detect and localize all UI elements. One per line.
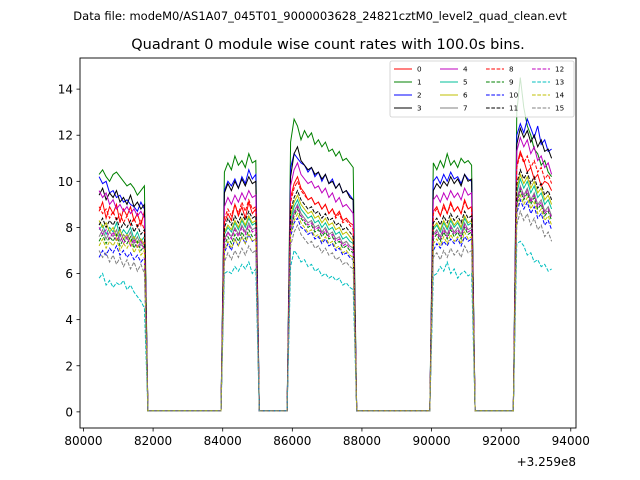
legend-label-2: 2 bbox=[417, 91, 422, 100]
x-axis-offset-label: +3.259e8 bbox=[517, 455, 576, 469]
legend-label-1: 1 bbox=[417, 78, 422, 87]
y-tick-label: 14 bbox=[58, 83, 73, 97]
series-line-8 bbox=[98, 152, 553, 412]
legend-label-10: 10 bbox=[509, 91, 519, 100]
axes-frame bbox=[79, 57, 577, 429]
legend-label-13: 13 bbox=[555, 78, 564, 87]
x-tick-label: 82000 bbox=[134, 434, 172, 448]
legend-label-9: 9 bbox=[509, 78, 514, 87]
x-tick-label: 88000 bbox=[343, 434, 381, 448]
chart-title: Quadrant 0 module wise count rates with … bbox=[131, 37, 525, 53]
series-line-10 bbox=[98, 198, 553, 412]
legend-label-11: 11 bbox=[509, 104, 518, 113]
legend-label-4: 4 bbox=[463, 65, 468, 74]
y-tick-label: 0 bbox=[65, 405, 73, 419]
legend-label-5: 5 bbox=[463, 78, 468, 87]
legend-label-14: 14 bbox=[555, 91, 565, 100]
y-tick-label: 8 bbox=[65, 221, 73, 235]
series-line-6 bbox=[98, 172, 553, 412]
series-line-3 bbox=[98, 126, 553, 412]
legend-label-3: 3 bbox=[417, 104, 422, 113]
y-axis: 0 2 4 6 8 10 12 14 bbox=[58, 83, 80, 419]
series-line-12 bbox=[98, 186, 553, 412]
legend-label-8: 8 bbox=[509, 65, 514, 74]
y-tick-label: 10 bbox=[58, 175, 73, 189]
series-line-4 bbox=[98, 135, 553, 412]
figure-suptitle: Data file: modeM0/AS1A07_045T01_90000036… bbox=[73, 9, 567, 23]
legend-label-12: 12 bbox=[555, 65, 564, 74]
series-line-0 bbox=[98, 149, 553, 412]
series-line-7 bbox=[98, 184, 553, 412]
series-line-2 bbox=[98, 117, 552, 412]
y-tick-label: 6 bbox=[65, 267, 73, 281]
x-tick-label: 80000 bbox=[64, 434, 102, 448]
x-tick-label: 90000 bbox=[412, 434, 450, 448]
series-line-13 bbox=[98, 240, 552, 412]
x-axis: 80000 82000 84000 86000 88000 90000 92000 94000 bbox=[64, 428, 590, 448]
series-line-1 bbox=[98, 77, 553, 412]
y-tick-label: 12 bbox=[58, 129, 73, 143]
legend-label-15: 15 bbox=[555, 104, 564, 113]
plot-series-group bbox=[98, 77, 553, 412]
y-tick-label: 2 bbox=[65, 359, 73, 373]
series-line-14 bbox=[98, 193, 553, 412]
x-tick-label: 86000 bbox=[273, 434, 311, 448]
legend-label-7: 7 bbox=[463, 104, 468, 113]
series-line-15 bbox=[98, 209, 553, 412]
legend-label-0: 0 bbox=[417, 65, 422, 74]
x-tick-label: 84000 bbox=[204, 434, 242, 448]
series-line-11 bbox=[98, 168, 553, 412]
legend-label-6: 6 bbox=[463, 91, 468, 100]
x-tick-label: 94000 bbox=[552, 434, 590, 448]
x-tick-label: 92000 bbox=[482, 434, 520, 448]
legend-frame bbox=[389, 60, 575, 118]
y-tick-label: 4 bbox=[65, 313, 73, 327]
